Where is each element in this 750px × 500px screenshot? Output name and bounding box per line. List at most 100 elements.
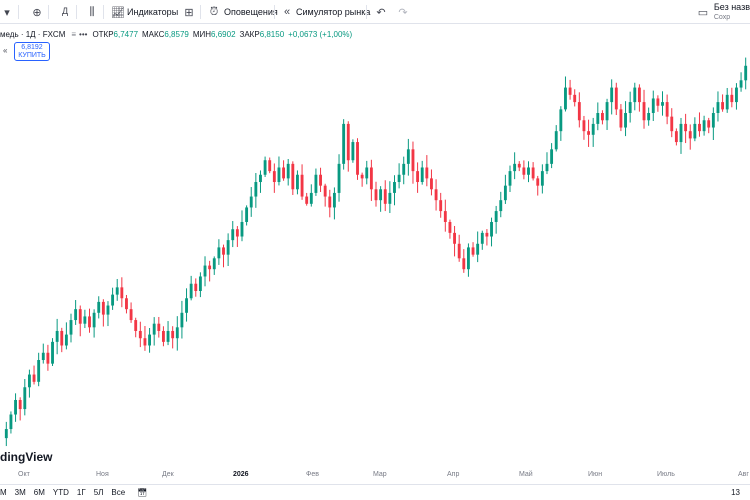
candle-body bbox=[559, 109, 563, 132]
change-value: +0,0673 (+1,00%) bbox=[288, 29, 353, 39]
candle-body bbox=[688, 131, 692, 139]
layout-title[interactable]: Без назв Сохр bbox=[714, 3, 750, 22]
indicators-button[interactable]: 📈︎ Индикаторы bbox=[111, 0, 178, 24]
candle-body bbox=[374, 189, 378, 201]
candle-body bbox=[9, 414, 13, 430]
candle-body bbox=[115, 287, 119, 295]
redo-icon[interactable]: ↷ bbox=[398, 7, 408, 19]
time-axis-label: Июн bbox=[588, 471, 603, 478]
time-axis-label: Дек bbox=[162, 471, 174, 478]
candle-body bbox=[161, 330, 165, 342]
layout-save-status: Сохр bbox=[713, 14, 731, 21]
candle-body bbox=[721, 102, 725, 110]
high-label: МАКС bbox=[142, 29, 165, 39]
candle-body bbox=[517, 163, 521, 168]
candle-body bbox=[106, 305, 110, 315]
candle-body bbox=[661, 102, 664, 106]
candle-body bbox=[448, 221, 452, 233]
time-axis-label: 2026 bbox=[233, 471, 249, 478]
range-ytd[interactable]: YTD bbox=[52, 488, 69, 497]
candle-body bbox=[550, 149, 554, 164]
range-3m[interactable]: 3М bbox=[14, 488, 26, 497]
candle-body bbox=[610, 87, 614, 103]
compare-add-icon[interactable]: ⊕ bbox=[32, 7, 42, 19]
candle-body bbox=[152, 323, 156, 335]
alerts-button[interactable]: ⏰︎ Оповещения bbox=[207, 0, 278, 24]
candle-body bbox=[134, 320, 138, 331]
candle-body bbox=[129, 309, 133, 321]
symbol-title[interactable]: медь · 1Д · FXCM bbox=[0, 29, 66, 39]
candle-body bbox=[684, 123, 688, 132]
time-axis-label: Май bbox=[519, 471, 533, 478]
candle-body bbox=[226, 240, 230, 255]
range-1y[interactable]: 1Г bbox=[76, 488, 86, 497]
time-axis-label: Окт bbox=[18, 471, 30, 478]
time-axis-label: Фев bbox=[306, 471, 319, 478]
candle-body bbox=[217, 247, 221, 259]
candle-body bbox=[323, 185, 327, 197]
candle-body bbox=[286, 163, 290, 179]
candle-body bbox=[157, 323, 161, 331]
candle-body bbox=[711, 113, 715, 128]
candle-body bbox=[18, 399, 22, 410]
candle-body bbox=[245, 207, 249, 222]
clock-time[interactable]: 13 bbox=[731, 488, 740, 497]
candle-body bbox=[545, 163, 549, 172]
indicators-label: Индикаторы bbox=[127, 7, 179, 17]
layouts-grid-icon[interactable]: ⊞ bbox=[184, 7, 194, 19]
candle-body bbox=[55, 330, 59, 342]
candle-body bbox=[420, 167, 424, 183]
candle-body bbox=[527, 167, 530, 175]
chevron-down-icon[interactable]: ▾ bbox=[4, 7, 10, 19]
text-tool-icon[interactable]: Д bbox=[61, 6, 69, 16]
candle-body bbox=[471, 247, 475, 255]
time-axis-label: Авг bbox=[738, 471, 749, 478]
undo-icon[interactable]: ↶ bbox=[376, 7, 386, 19]
candle-body bbox=[735, 87, 738, 103]
alarm-clock-icon: ⏰︎ bbox=[209, 5, 219, 18]
candle-body bbox=[707, 120, 711, 128]
candle-body bbox=[222, 247, 225, 255]
candle-body bbox=[332, 192, 336, 208]
candle-body bbox=[148, 334, 151, 346]
settings-menu-icon[interactable]: ≡ bbox=[71, 29, 77, 39]
candle-body bbox=[198, 276, 202, 291]
chart-legend: медь · 1Д · FXCM ≡ ••• ОТКР 6,7477 МАКС … bbox=[0, 28, 356, 40]
candle-body bbox=[41, 352, 45, 361]
candle-body bbox=[180, 312, 184, 328]
layout-title-text: Без назв bbox=[713, 2, 750, 12]
tradingview-watermark[interactable]: dingView bbox=[0, 450, 53, 464]
price-chart[interactable] bbox=[0, 24, 750, 469]
bars-style-icon[interactable]: ⫼ bbox=[89, 6, 95, 18]
buy-button[interactable]: 6,8192 КУПИТЬ bbox=[14, 42, 50, 61]
collapse-legend-icon[interactable]: « bbox=[3, 46, 8, 55]
toolbar-divider bbox=[48, 5, 49, 19]
candle-body bbox=[656, 98, 660, 106]
candle-body bbox=[453, 232, 456, 244]
candle-body bbox=[439, 200, 443, 212]
candle-body bbox=[624, 113, 627, 128]
range-5y[interactable]: 5Л bbox=[93, 488, 104, 497]
candle-body bbox=[499, 200, 503, 212]
more-options-icon[interactable]: ••• bbox=[79, 29, 88, 39]
candle-body bbox=[628, 102, 632, 113]
candle-body bbox=[111, 294, 115, 306]
range-all[interactable]: Все bbox=[111, 488, 126, 497]
range-1m[interactable]: М bbox=[0, 488, 7, 497]
candle-body bbox=[189, 283, 193, 299]
market-simulator-button[interactable]: « Симулятор рынка bbox=[280, 0, 370, 24]
candle-body bbox=[393, 182, 396, 193]
close-label: ЗАКР bbox=[239, 29, 260, 39]
candle-body bbox=[637, 87, 641, 103]
candle-body bbox=[582, 120, 586, 132]
range-6m[interactable]: 6М bbox=[33, 488, 45, 497]
top-toolbar: ▾ ⊕ Д ⫼ 📈︎ Индикаторы ⊞ ⏰︎ Оповещения « … bbox=[0, 0, 750, 24]
candle-body bbox=[337, 163, 341, 193]
layout-icon[interactable]: ▭ bbox=[697, 7, 709, 19]
candle-body bbox=[402, 163, 406, 175]
candle-body bbox=[670, 116, 674, 132]
candle-body bbox=[351, 142, 355, 161]
buy-price: 6,8192 bbox=[21, 44, 43, 51]
calendar-icon[interactable]: 📅︎ bbox=[137, 488, 148, 497]
candle-body bbox=[249, 196, 253, 208]
